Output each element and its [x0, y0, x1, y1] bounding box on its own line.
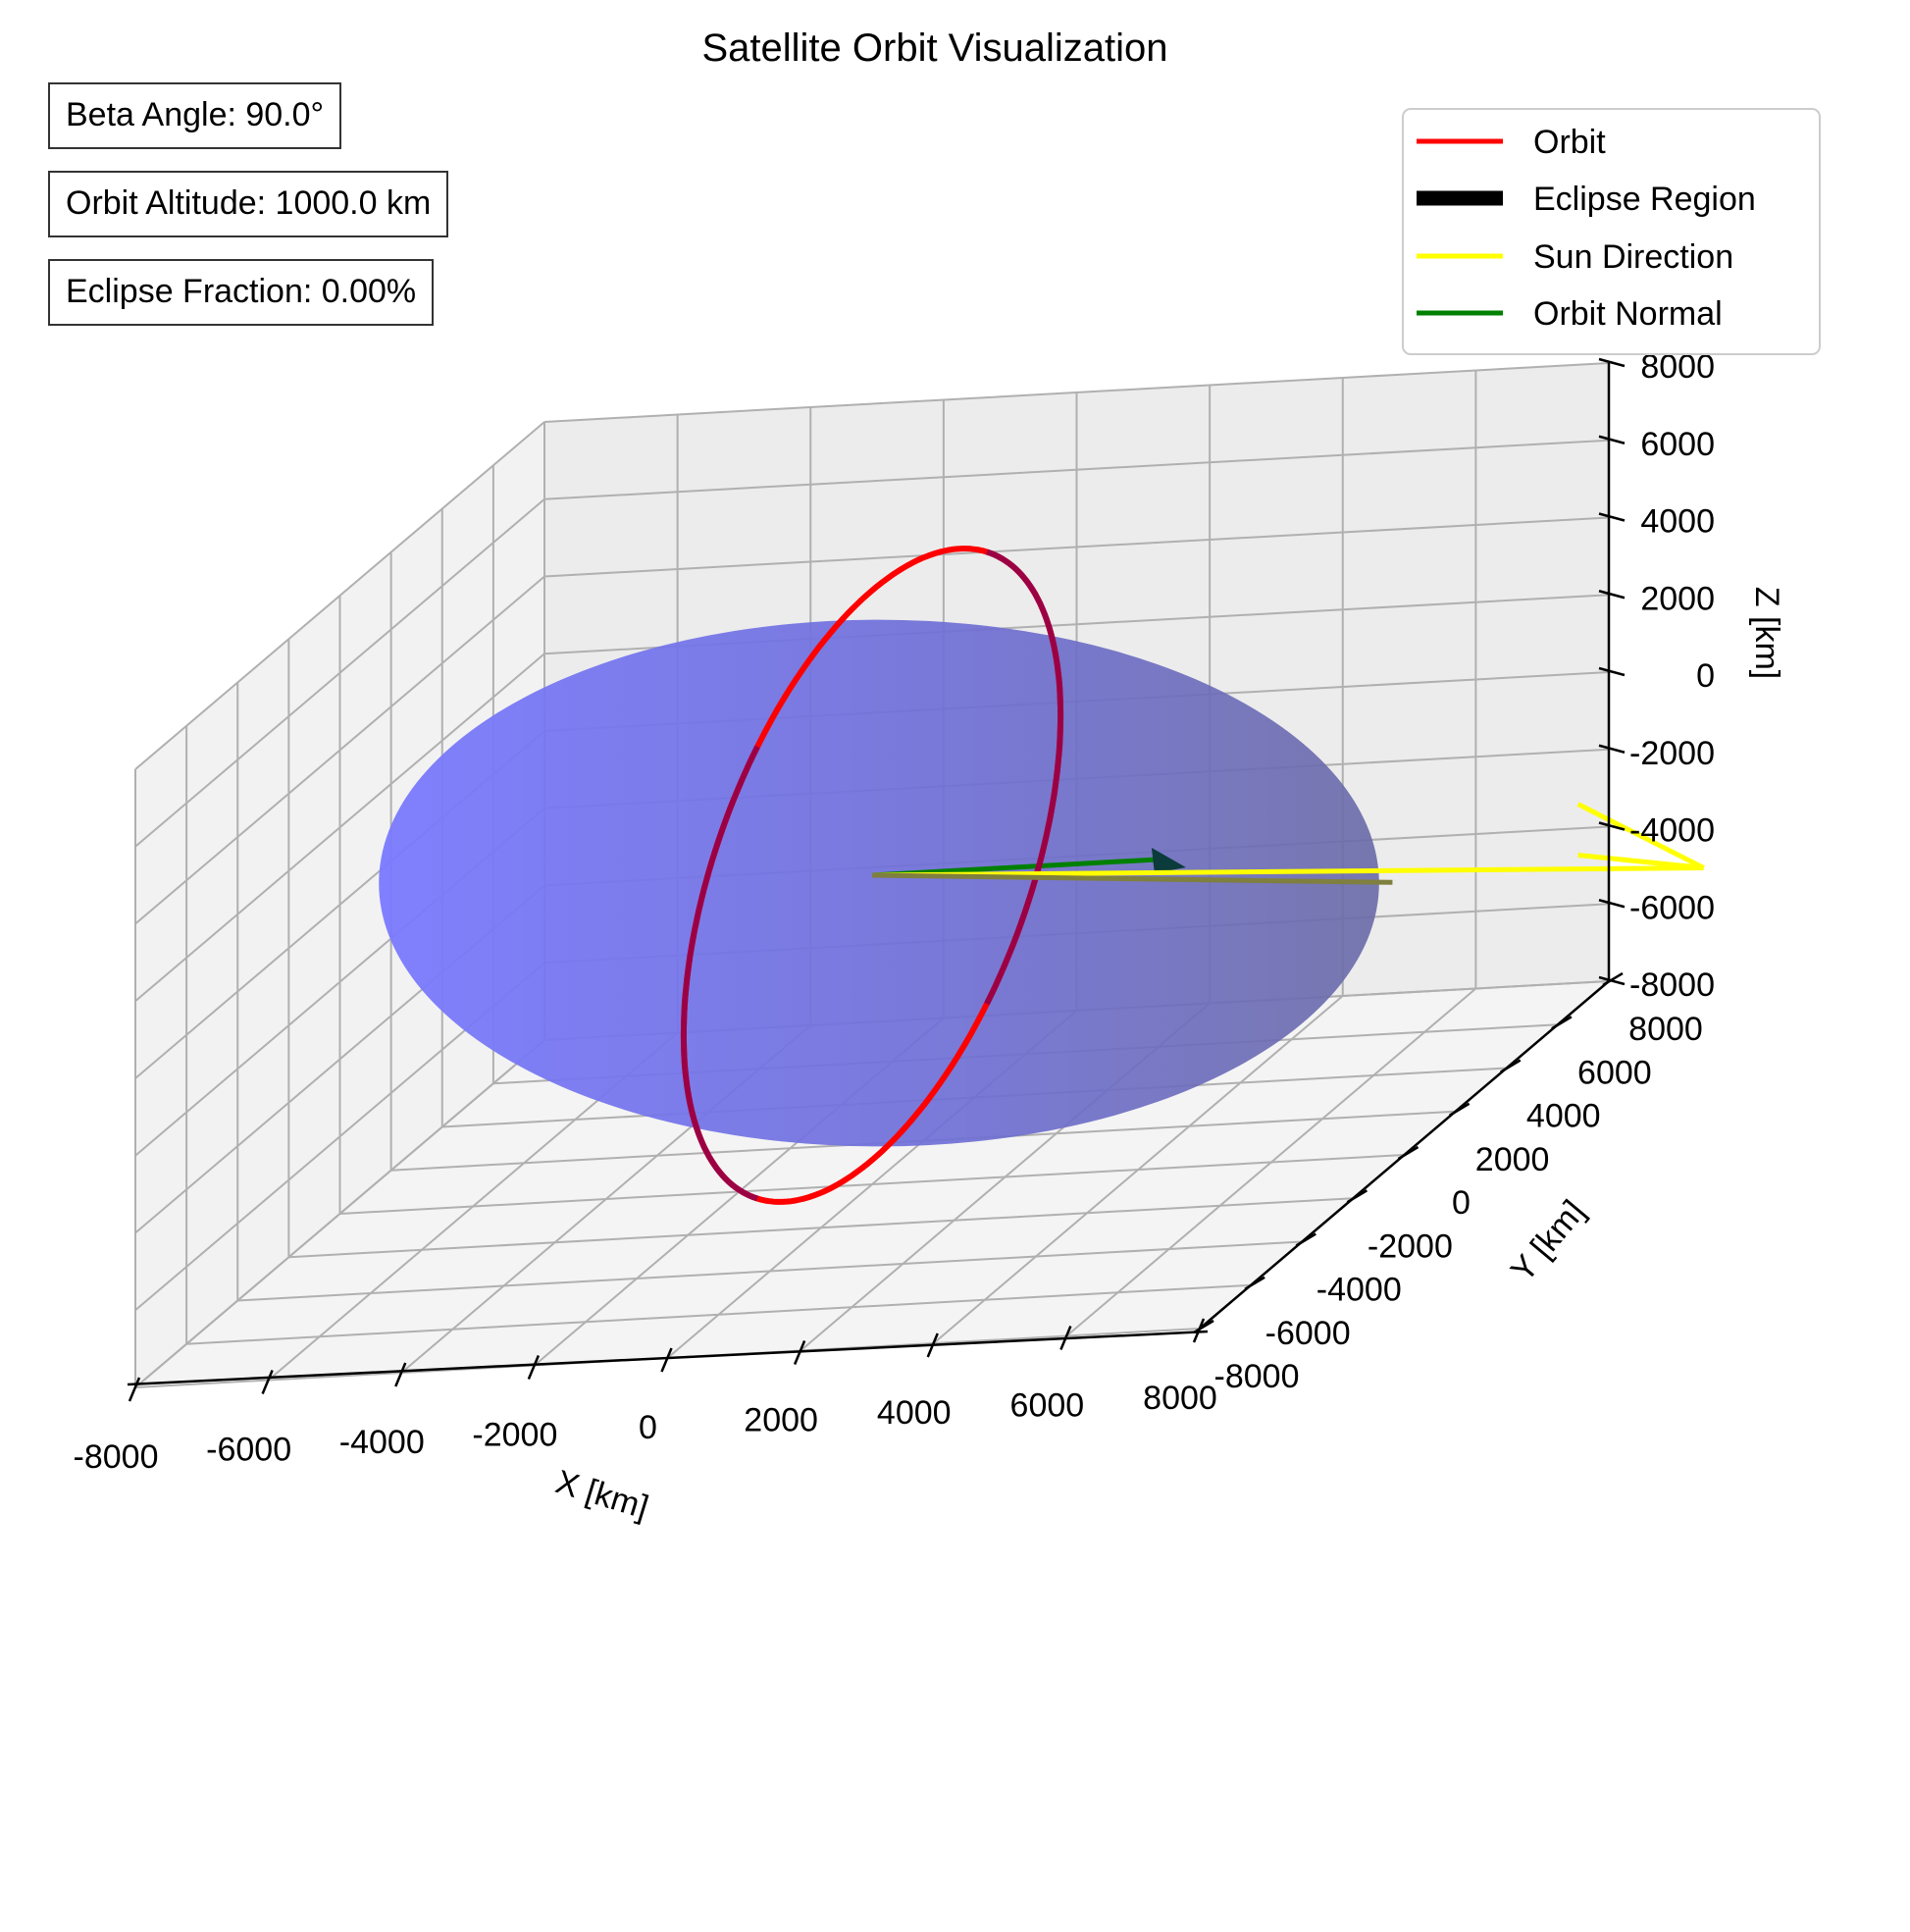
sun-direction-occluded	[871, 872, 1393, 885]
orbit-normal-head	[1151, 848, 1186, 873]
y-tick-mark	[1448, 1102, 1471, 1117]
y-tick-mark	[1397, 1145, 1420, 1161]
y-tick-mark	[1295, 1232, 1316, 1247]
y-tick-label: 6000	[1577, 1054, 1652, 1091]
z-tick-label: 4000	[1640, 503, 1715, 541]
y-tick-label: -6000	[1265, 1315, 1351, 1352]
grid-line	[339, 1154, 1405, 1215]
z-axis-label: Z [km]	[1748, 587, 1785, 679]
legend: Orbit Eclipse Region Sun Direction Orbit…	[1402, 108, 1821, 355]
grid-line	[933, 995, 1344, 1344]
y-tick-label: -2000	[1368, 1227, 1453, 1265]
x-tick-label: -8000	[74, 1438, 159, 1476]
y-tick-mark	[1193, 1319, 1214, 1334]
earth-sphere	[379, 619, 1379, 1147]
z-tick-label: 6000	[1640, 426, 1715, 463]
info-box-beta-angle: Beta Angle: 90.0°	[48, 82, 342, 149]
z-tick-mark	[1598, 744, 1626, 754]
x-tick-mark	[793, 1340, 806, 1365]
z-tick-mark	[1598, 590, 1626, 600]
grid-line	[134, 421, 545, 770]
x-tick-label: -4000	[339, 1424, 425, 1461]
sun-direction-head-lower	[1577, 853, 1704, 870]
z-tick-mark	[1598, 512, 1626, 522]
info-box-orbit-altitude: Orbit Altitude: 1000.0 km	[48, 171, 449, 237]
x-tick-mark	[261, 1370, 274, 1394]
grid-line	[134, 575, 545, 925]
z-tick-label: -4000	[1629, 812, 1715, 850]
orbit-line	[680, 546, 1064, 1205]
legend-label-orbit: Orbit	[1533, 124, 1606, 161]
earth-disk	[379, 619, 1379, 1147]
x-tick-mark	[394, 1362, 407, 1387]
legend-label-sun-direction: Sun Direction	[1533, 238, 1733, 276]
z-tick-label: -8000	[1629, 966, 1715, 1004]
z-tick-label: 2000	[1640, 580, 1715, 617]
orbit-segment-occluded	[680, 745, 760, 1202]
x-tick-label: -2000	[472, 1417, 557, 1454]
legend-frame	[1402, 108, 1821, 355]
grid-line	[1065, 987, 1477, 1337]
y-tick-mark	[1602, 971, 1624, 987]
x-tick-label: 2000	[744, 1402, 818, 1439]
z-tick-label: 0	[1696, 657, 1715, 695]
y-tick-mark	[1551, 1016, 1573, 1030]
y-tick-label: 0	[1452, 1184, 1471, 1222]
chart-title: Satellite Orbit Visualization	[701, 26, 1167, 70]
grid-line	[543, 362, 1610, 423]
z-tick-mark	[1598, 357, 1626, 368]
x-tick-label: 8000	[1143, 1380, 1217, 1417]
x-tick-label: 6000	[1010, 1387, 1085, 1425]
sun-direction-head-upper	[1576, 802, 1705, 870]
y-tick-label: 4000	[1526, 1098, 1601, 1135]
sun-direction-shaft	[871, 865, 1704, 878]
grid-line	[134, 497, 545, 848]
y-tick-label: -8000	[1214, 1358, 1300, 1395]
z-tick-mark	[1598, 899, 1626, 909]
z-tick-mark	[1598, 975, 1626, 986]
z-tick-mark	[1598, 666, 1626, 677]
grid-line	[543, 516, 1610, 578]
z-tick-label: -6000	[1629, 889, 1715, 926]
orbit-segment-occluded	[984, 714, 1064, 1006]
x-tick-label: 4000	[877, 1394, 952, 1432]
x-tick-label: 0	[639, 1409, 657, 1446]
x-axis-label: X [km]	[551, 1463, 652, 1527]
x-tick-mark	[660, 1347, 673, 1373]
y-tick-mark	[1346, 1189, 1368, 1204]
y-tick-mark	[1500, 1059, 1522, 1073]
z-tick-mark	[1598, 435, 1626, 444]
orbit-segment-occluded	[985, 548, 1064, 715]
grid-line	[134, 653, 545, 1003]
legend-label-orbit-normal: Orbit Normal	[1533, 295, 1723, 333]
y-axis-label: Y [km]	[1504, 1193, 1593, 1289]
x-tick-mark	[926, 1332, 939, 1358]
y-tick-label: 2000	[1475, 1141, 1550, 1178]
grid-line	[543, 439, 1610, 500]
y-tick-label: -4000	[1316, 1272, 1402, 1309]
y-tick-mark	[1244, 1276, 1265, 1290]
x-axis: -8000 -6000 -4000 -2000 0 2000 4000 6000 8000	[74, 1318, 1217, 1476]
y-tick-label: 8000	[1628, 1011, 1703, 1048]
legend-label-eclipse-region: Eclipse Region	[1533, 181, 1756, 218]
x-tick-mark	[527, 1355, 541, 1380]
x-tick-mark	[128, 1377, 141, 1402]
z-tick-label: -2000	[1629, 735, 1715, 772]
x-tick-label: -6000	[206, 1432, 291, 1469]
x-tick-mark	[1059, 1326, 1072, 1350]
z-tick-mark	[1598, 821, 1626, 831]
info-box-eclipse-fraction: Eclipse Fraction: 0.00%	[48, 259, 435, 326]
sun-direction-arrow	[871, 802, 1705, 885]
